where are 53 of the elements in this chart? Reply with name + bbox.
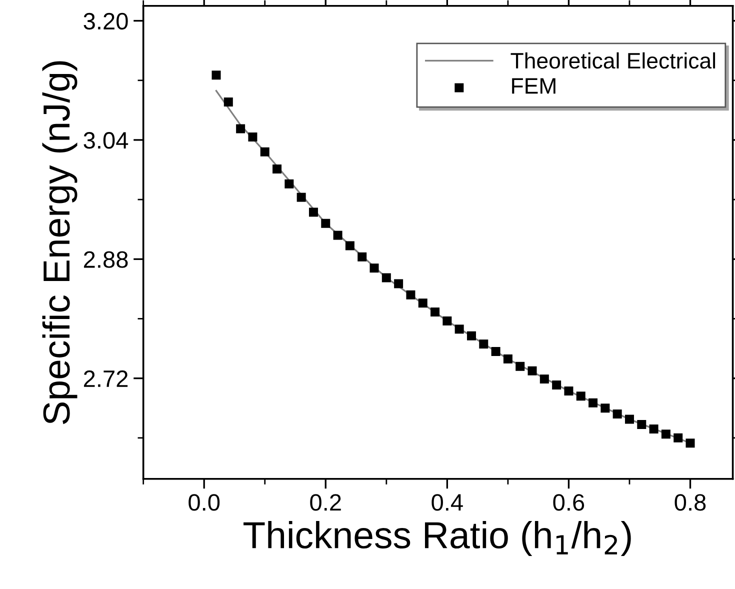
x-tick-label: 0.2: [310, 494, 341, 511]
point: [503, 354, 512, 364]
point: [637, 420, 646, 429]
point: [674, 433, 683, 442]
point: [576, 392, 586, 401]
x-tick-label: 0.4: [432, 494, 463, 511]
point: [528, 366, 537, 376]
point: [588, 398, 598, 408]
point: [430, 308, 440, 317]
point: [382, 273, 391, 282]
point: [624, 414, 634, 424]
y-tick-label: 3.20: [84, 12, 128, 30]
point: [491, 346, 500, 356]
point: [370, 264, 379, 273]
y-tick-label: 2.88: [84, 251, 128, 268]
point: [418, 298, 428, 308]
point: [224, 97, 233, 106]
x-tick-label: 0.0: [188, 494, 220, 511]
point: [466, 331, 476, 340]
point: [600, 404, 610, 413]
point: [442, 316, 452, 326]
point: [454, 324, 464, 334]
point: [661, 430, 670, 439]
y-tick-label: 2.72: [84, 370, 128, 387]
point: [321, 218, 330, 228]
legend-label: FEM: [512, 78, 556, 94]
x-tick-label: 0.6: [553, 494, 584, 511]
point: [296, 192, 306, 202]
point: [394, 279, 404, 288]
y-axis-title: Specific Energy (nJ/g): [42, 61, 78, 424]
legend-label: Theoretical Electrical: [510, 52, 716, 69]
point: [284, 179, 294, 188]
point: [686, 438, 695, 448]
point: [406, 290, 416, 300]
point: [540, 374, 549, 384]
point: [516, 362, 525, 371]
point: [564, 386, 574, 396]
point: [333, 230, 342, 240]
point: [552, 380, 562, 390]
point: [260, 147, 270, 156]
point: [308, 208, 318, 217]
x-axis-title: Thickness Ratio (h$_{1}$/h$_{2}$): [244, 521, 631, 556]
point: [248, 132, 258, 142]
x-tick-label: 0.8: [674, 494, 706, 511]
point: [358, 252, 367, 262]
y-tick-label: 3.04: [84, 132, 128, 149]
point: [212, 70, 221, 80]
point: [272, 164, 282, 174]
point: [345, 241, 354, 250]
point: [236, 124, 246, 134]
point: [612, 410, 622, 419]
point: [479, 340, 488, 349]
point: [649, 424, 658, 434]
